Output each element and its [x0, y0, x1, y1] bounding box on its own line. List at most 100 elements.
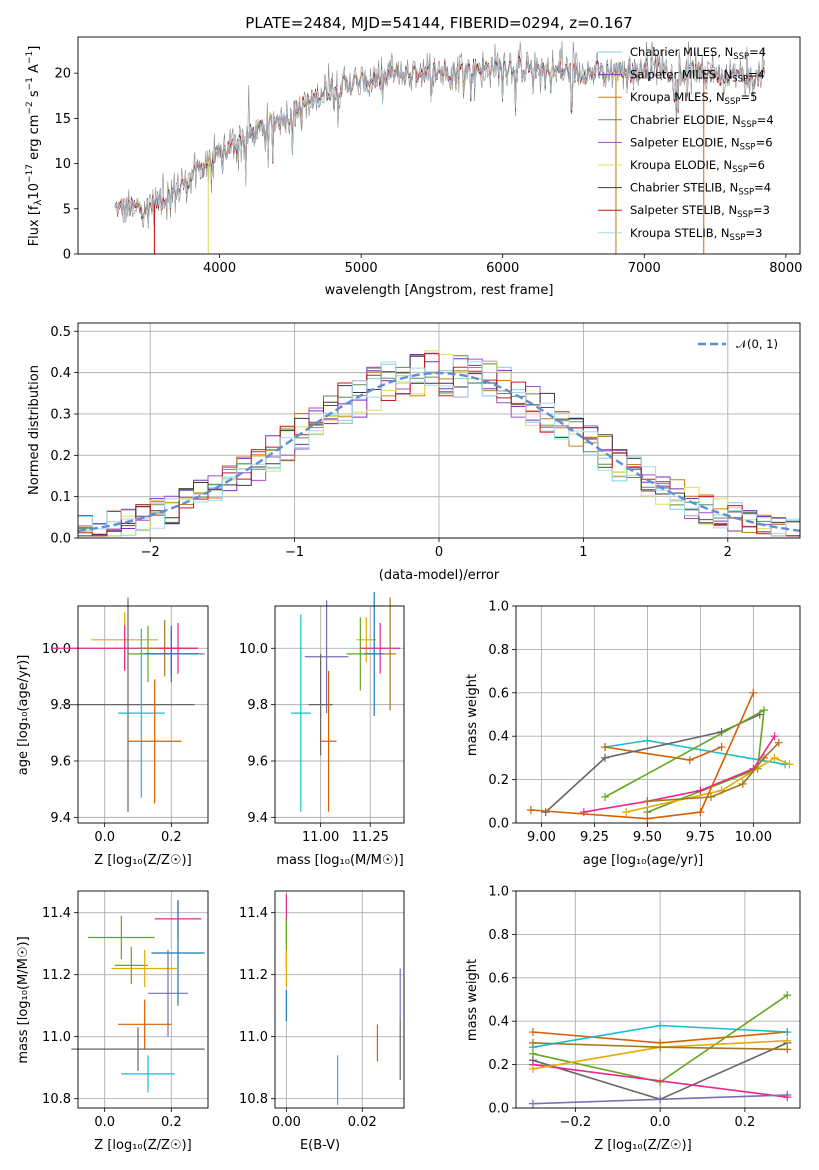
mass_vs_Z-ytick-label-0: 10.8	[42, 1092, 71, 1107]
age_vs_mass-xtick-label-0: 11.00	[302, 830, 339, 845]
age-vs-mass-panel: 11.00 11.25 9.4 9.6 9.8 10.0	[239, 591, 405, 845]
mass-weight-vs-age-xlabel: age [log₁₀(age/yr)]	[583, 853, 704, 868]
mass-vs-z-xlabel: Z [log₁₀(Z/Z☉)]	[94, 1138, 191, 1153]
mass_weight_vs_Z-marker-5-2	[783, 1036, 792, 1045]
age_vs_mass-ytick-label-1: 9.6	[247, 755, 268, 770]
mass_weight_vs_Z-xtick-label-0: −0.2	[560, 1115, 592, 1130]
age-vs-z-ylabel: age [log₁₀(age/yr)]	[16, 655, 31, 776]
mass_weight_vs_age-marker-6-1	[643, 814, 652, 823]
mass_weight_vs_age-marker-1-1	[685, 756, 694, 765]
spectrum-frame	[77, 36, 801, 255]
mass_vs_ebv-ytick-label-1: 11.0	[239, 1030, 268, 1045]
mass-weight-vs-z-xlabel: Z [log₁₀(Z/Z☉)]	[594, 1138, 691, 1153]
spectrum-xtick-label-0: 4000	[203, 261, 236, 276]
mass_weight_vs_Z-marker-7-0	[528, 1038, 537, 1047]
residuals-ytick-label-3: 0.3	[50, 407, 71, 422]
spectrum-ytick-label-2: 10	[54, 157, 71, 172]
residuals-xtick-label-3: 1	[579, 545, 587, 560]
mass_weight_vs_age-series-5	[626, 756, 790, 813]
mass_vs_Z-ytick-label-1: 11.0	[42, 1030, 71, 1045]
residuals-xtick-label-1: −1	[285, 545, 304, 560]
age_vs_Z-xtick-label-0: 0.0	[94, 830, 115, 845]
mass_weight_vs_Z-ytick-label-4: 0.8	[488, 928, 509, 943]
mass_weight_vs_age-marker-5-2	[770, 753, 779, 762]
mass-weight-vs-z-ylabel: mass weight	[465, 959, 480, 1041]
mass_weight_vs_Z-ytick-label-0: 0.0	[488, 1102, 509, 1117]
mass_weight_vs_age-xtick-label-2: 9.50	[633, 830, 662, 845]
mass_vs_ebv-ytick-label-3: 11.4	[239, 906, 268, 921]
mass_weight_vs_Z-marker-7-2	[783, 1045, 792, 1054]
mass_vs_ebv-frame	[274, 890, 405, 1109]
age_vs_mass-frame	[274, 605, 405, 824]
mass_weight_vs_age-marker-2-0	[541, 808, 550, 817]
residuals-xtick-label-2: 0	[435, 545, 443, 560]
mass_weight_vs_age-marker-5-3	[785, 760, 794, 769]
mass_vs_Z-xtick-label-0: 0.0	[94, 1115, 115, 1130]
residuals-xtick-label-4: 2	[724, 545, 732, 560]
mass_weight_vs_age-marker-6-3	[749, 688, 758, 697]
mass_weight_vs_age-marker-3-3	[601, 792, 610, 801]
spectrum-legend-label-3: Chabrier ELODIE, NSSP=4	[630, 113, 774, 130]
spectrum-ytick-label-3: 15	[54, 112, 71, 127]
spectrum-legend-label-7: Salpeter STELIB, NSSP=3	[630, 203, 770, 220]
spectrum-xtick-label-2: 6000	[486, 261, 519, 276]
mass_vs_Z-ytick-label-2: 11.2	[42, 968, 71, 983]
residuals-hist-8	[78, 361, 800, 537]
mass_vs_ebv-xtick-label-1: 0.02	[348, 1115, 377, 1130]
spectrum-legend-label-6: Chabrier STELIB, NSSP=4	[630, 181, 771, 198]
mass_weight_vs_age-marker-7-3	[759, 753, 768, 762]
spectrum-ylabel: Flux [fλ10−17 erg cm−2 s−1 A−1]	[25, 46, 44, 247]
mass_weight_vs_age-marker-4-0	[579, 808, 588, 817]
spectrum-xtick-label-3: 7000	[628, 261, 661, 276]
mass_weight_vs_age-marker-0-1	[643, 736, 652, 745]
residuals-frame	[77, 322, 801, 539]
spectrum-ytick-label-0: 0	[63, 248, 71, 263]
age_vs_Z-ytick-label-0: 9.4	[50, 811, 71, 826]
mass_weight_vs_age-series-6	[530, 692, 755, 820]
mass_weight_vs_Z-marker-5-0	[528, 1064, 537, 1073]
mass_weight_vs_age-ytick-label-3: 0.6	[488, 686, 509, 701]
spectrum-legend-label-8: Kroupa STELIB, NSSP=3	[630, 226, 762, 243]
spectrum-ytick-label-1: 5	[63, 202, 71, 217]
mass_vs_Z-xtick-label-1: 0.2	[161, 1115, 182, 1130]
age_vs_Z-ytick-label-3: 10.0	[42, 642, 71, 657]
mass-vs-z-panel: 0.0 0.2 10.8 11.0 11.2 11.4	[42, 890, 209, 1130]
mass_weight_vs_age-marker-7-2	[738, 779, 747, 788]
mass_weight_vs_age-ytick-label-1: 0.2	[488, 773, 509, 788]
mass-weight-vs-age-panel: 9.00 9.25 9.50 9.75 10.00 0.0 0.2 0.4 0.6 0.8 1.0	[488, 600, 801, 845]
residuals-ytick-label-5: 0.5	[50, 325, 71, 340]
mass_weight_vs_age-series-3	[604, 708, 765, 813]
mass_weight_vs_Z-ytick-label-3: 0.6	[488, 971, 509, 986]
spectrum-title: PLATE=2484, MJD=54144, FIBERID=0294, z=0…	[245, 14, 632, 32]
spectrum-legend-label-5: Kroupa ELODIE, NSSP=6	[630, 158, 765, 175]
mass_weight_vs_age-marker-5-0	[622, 808, 631, 817]
residuals-panel: −2 −1 0 1 2 0.0 0.1 0.2 0.3 0.4 0.5 𝒩(0, 1)	[50, 322, 801, 560]
spectrum-panel: 4000 5000 6000 7000 8000 0 5 10 15 20 Chabrier MIL…	[54, 36, 802, 276]
mass_weight_vs_age-ytick-label-5: 1.0	[488, 600, 509, 615]
age_vs_Z-ytick-label-1: 9.6	[50, 755, 71, 770]
age_vs_mass-ytick-label-0: 9.4	[247, 811, 268, 826]
spectrum-legend-label-4: Salpeter ELODIE, NSSP=6	[630, 135, 773, 152]
residuals-ylabel: Normed distribution	[27, 365, 42, 495]
mass_weight_vs_age-frame	[515, 605, 801, 824]
mass_weight_vs_age-marker-7-0	[643, 797, 652, 806]
age_vs_Z-xtick-label-1: 0.2	[161, 830, 182, 845]
mass_weight_vs_age-marker-6-2	[696, 808, 705, 817]
mass_weight_vs_age-marker-1-0	[601, 743, 610, 752]
spectrum-model-line-8	[114, 55, 765, 225]
residuals-ytick-label-4: 0.4	[50, 366, 71, 381]
mass-weight-vs-z-panel: −0.2 0.0 0.2 0.0 0.2 0.4 0.6 0.8 1.0	[488, 885, 801, 1130]
mass_vs_ebv-xtick-label-0: 0.00	[272, 1115, 301, 1130]
mass_vs_ebv-ytick-label-0: 10.8	[239, 1092, 268, 1107]
spectrum-legend-label-2: Kroupa MILES, NSSP=5	[630, 90, 757, 107]
mass-vs-z-ylabel: mass [log₁₀(M/M☉)]	[16, 936, 31, 1063]
mass_weight_vs_age-marker-4-2	[696, 786, 705, 795]
mass_weight_vs_Z-ytick-label-1: 0.2	[488, 1058, 509, 1073]
residuals-ytick-label-1: 0.1	[50, 490, 71, 505]
mass_weight_vs_age-marker-7-1	[706, 792, 715, 801]
residuals-ytick-label-0: 0.0	[50, 532, 71, 547]
mass-vs-ebv-panel: 0.00 0.02 10.8 11.0 11.2 11.4	[239, 890, 405, 1130]
mass_weight_vs_age-marker-6-0	[526, 805, 535, 814]
